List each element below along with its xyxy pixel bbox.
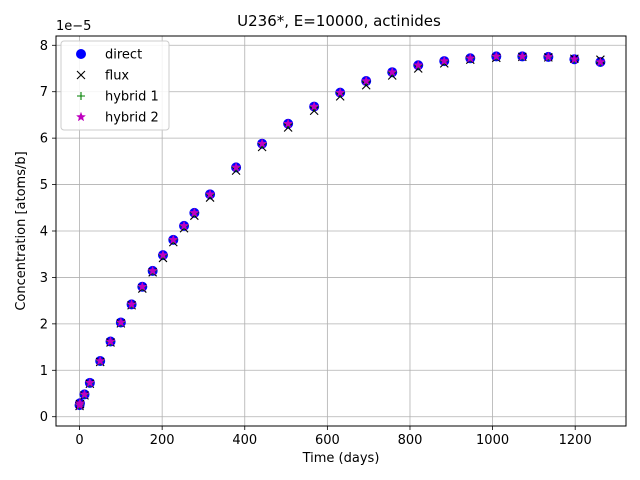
legend-marker-hybrid-1: [77, 92, 85, 100]
data-point-hybrid-2: [309, 101, 320, 111]
data-point-flux: [361, 80, 371, 90]
data-point-hybrid-2: [137, 281, 148, 292]
chart-title: U236*, E=10000, actinides: [237, 12, 441, 30]
x-tick-label: 800: [398, 433, 423, 448]
x-tick-label: 200: [150, 433, 175, 448]
y-axis-label: Concentration [atoms/b]: [14, 151, 29, 310]
data-point-hybrid-2: [569, 53, 580, 64]
data-point-hybrid-2: [79, 389, 90, 399]
y-offset-label: 1e−5: [56, 19, 91, 34]
data-point-hybrid-2: [439, 55, 450, 66]
data-point-hybrid-2: [491, 51, 502, 61]
y-tick-label: 2: [40, 317, 48, 332]
legend-box: [60, 40, 170, 131]
data-point-hybrid-2: [465, 52, 476, 63]
legend: direct flux hybrid 1 hybrid 2: [60, 40, 170, 131]
legend-marker-hybrid-2: [75, 111, 87, 122]
x-axis-ticks: 0 200 400 600 800 1000 1200: [75, 426, 592, 448]
data-point-hybrid-2: [189, 207, 200, 218]
legend-label: hybrid 2: [105, 111, 159, 126]
data-point-hybrid-2: [95, 355, 106, 366]
series-hybrid-2: [74, 51, 606, 410]
data-point-flux: [309, 106, 319, 116]
data-point-hybrid-2: [168, 234, 179, 245]
y-axis-ticks: 0 1 2 3 4 5 6 7 8: [40, 39, 56, 425]
legend-label: flux: [105, 69, 129, 84]
y-tick-label: 5: [40, 178, 48, 193]
data-point-hybrid-2: [74, 397, 86, 408]
y-tick-label: 0: [40, 410, 48, 425]
data-point-hybrid-2: [115, 317, 126, 327]
x-tick-label: 400: [232, 433, 257, 448]
y-tick-label: 3: [40, 271, 48, 286]
plot-frame: [55, 35, 627, 427]
data-point-hybrid-2: [105, 336, 116, 346]
data-point-hybrid-2: [283, 118, 294, 129]
x-tick-label: 1200: [559, 433, 592, 448]
y-tick-label: 7: [40, 85, 48, 100]
data-point-hybrid-2: [517, 51, 528, 61]
data-point-hybrid-2: [147, 265, 158, 276]
data-point-hybrid-2: [178, 220, 190, 231]
x-tick-label: 0: [75, 433, 83, 448]
data-point-hybrid-2: [157, 249, 169, 260]
legend-marker-direct: [76, 49, 86, 59]
legend-marker-flux: [76, 70, 86, 80]
data-point-hybrid-2: [335, 87, 346, 97]
data-point-hybrid-2: [204, 188, 216, 199]
data-point-hybrid-2: [231, 162, 242, 172]
data-point-hybrid-2: [413, 59, 424, 70]
y-tick-label: 6: [40, 132, 48, 147]
data-point-hybrid-2: [543, 51, 554, 62]
y-tick-label: 4: [40, 225, 48, 240]
y-tick-label: 1: [40, 364, 48, 379]
x-tick-label: 600: [315, 433, 340, 448]
data-point-hybrid-2: [361, 75, 372, 86]
data-point-hybrid-2: [126, 299, 137, 309]
y-tick-label: 8: [40, 39, 48, 54]
legend-label: hybrid 1: [105, 90, 159, 105]
data-point-hybrid-2: [84, 377, 95, 388]
data-points: [74, 51, 606, 411]
x-axis-label: Time (days): [302, 451, 380, 466]
x-tick-label: 1000: [476, 433, 509, 448]
data-point-hybrid-2: [257, 138, 268, 149]
data-point-hybrid-2: [387, 66, 398, 77]
data-point-hybrid-2: [595, 56, 606, 67]
legend-label: direct: [105, 48, 142, 63]
